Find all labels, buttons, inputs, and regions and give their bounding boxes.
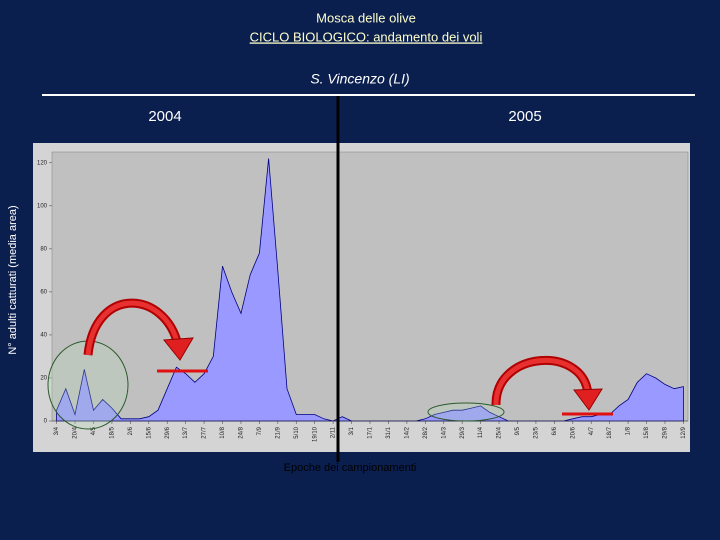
arrow <box>85 300 181 356</box>
x-tick-label: 18/5 <box>109 426 115 438</box>
y-axis-label: N° adulti catturati (media area) <box>7 205 19 354</box>
x-tick-label: 29/8 <box>663 426 669 438</box>
x-tick-label: 18/7 <box>607 426 613 438</box>
x-tick-label: 20/6 <box>570 426 576 438</box>
x-tick-label: 7/9 <box>257 426 263 435</box>
x-tick-label: 23/5 <box>533 426 539 438</box>
y-tick-label: 0 <box>44 419 48 425</box>
plot: 0 20 40 60 80 100 120 3/4 20/4 4/5 18/5 2/6 15/6 29/6… <box>37 158 688 442</box>
x-tick-label: 17/1 <box>368 426 374 438</box>
arrow <box>493 358 591 406</box>
x-tick-label: 15/6 <box>146 426 152 438</box>
plot-area <box>51 151 689 422</box>
x-tick-label: 10/8 <box>220 426 226 438</box>
x-tick-label: 21/9 <box>275 426 281 438</box>
x-tick-label: 29/6 <box>165 426 171 438</box>
x-tick-label: 31/1 <box>386 426 392 438</box>
arrow-head <box>573 388 603 411</box>
annotations <box>47 96 613 462</box>
x-tick-label: 28/2 <box>423 426 429 438</box>
x-tick-label: 14/2 <box>404 426 410 438</box>
x-tick-label: 15/8 <box>644 426 650 438</box>
y-tick-label: 20 <box>40 376 47 382</box>
x-tick-label: 19/10 <box>312 426 318 442</box>
arrow-head <box>163 337 194 361</box>
y-tick-label: 100 <box>37 203 48 209</box>
x-tick-label: 5/10 <box>294 426 300 438</box>
location: S. Vincenzo (LI) <box>310 71 409 87</box>
y-tick-label: 120 <box>37 160 48 166</box>
year-label: 2005 <box>508 108 541 125</box>
x-tick-label: 1/8 <box>626 426 632 435</box>
x-tick-label: 13/7 <box>183 426 189 438</box>
x-tick-label: 4/7 <box>589 426 595 435</box>
x-tick-label: 11/4 <box>478 426 484 438</box>
slide-title: Mosca delle olive <box>316 10 416 25</box>
y-tick-label: 80 <box>40 246 47 252</box>
x-tick-label: 14/3 <box>441 426 447 438</box>
x-axis-label: Epoche dei campionamenti <box>284 462 417 474</box>
x-tick-label: 27/7 <box>202 426 208 438</box>
x-tick-label: 24/8 <box>239 426 245 438</box>
x-tick-label: 29/3 <box>460 426 466 438</box>
x-tick-label: 3/4 <box>54 426 60 435</box>
y-tick-label: 60 <box>40 289 47 295</box>
x-tick-label: 4/5 <box>91 426 97 435</box>
year-label: 2004 <box>148 108 181 125</box>
x-tick-label: 9/5 <box>515 426 521 435</box>
slide-subtitle: CICLO BIOLOGICO: andamento dei voli <box>250 29 483 44</box>
highlight-circle <box>427 402 505 422</box>
x-tick-label: 3/1 <box>349 426 355 435</box>
y-tick-label: 40 <box>40 332 47 338</box>
x-tick-label: 25/4 <box>497 426 503 438</box>
x-tick-label: 2/6 <box>128 426 134 435</box>
x-tick-label: 20/4 <box>73 426 79 438</box>
x-tick-label: 2/11 <box>331 426 337 438</box>
x-tick-label: 12/9 <box>681 426 687 438</box>
x-tick-label: 6/6 <box>552 426 558 435</box>
